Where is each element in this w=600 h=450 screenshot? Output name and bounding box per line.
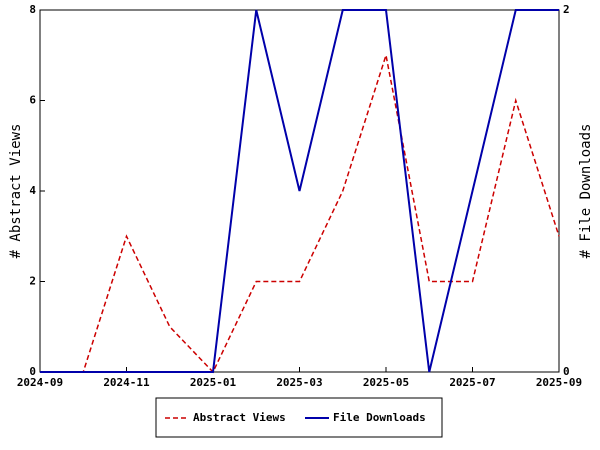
y-tick-label: 2 [29,275,36,288]
series-line [40,9,559,373]
x-tick-label: 2024-09 [17,376,63,389]
x-tick-label: 2025-05 [363,376,409,389]
y-tick-label: 0 [29,365,36,378]
x-tick-label: 2025-07 [449,376,495,389]
series-line [40,55,560,374]
x-tick-label: 2025-01 [190,376,237,389]
x-tick-label: 2025-09 [536,376,582,389]
y-tick-label: 6 [29,94,36,107]
y2-tick-label: 0 [563,365,570,378]
x-tick-label: 2024-11 [103,376,150,389]
legend-box [155,397,443,438]
x-tick-label: 2025-03 [276,376,322,389]
y-tick-label: 4 [29,184,36,197]
legend-label: File Downloads [333,411,426,424]
legend-label: Abstract Views [193,411,286,424]
y2-axis-label: # File Downloads [578,124,594,259]
y2-tick-label: 2 [563,3,570,16]
y-tick-label: 8 [29,3,36,16]
y-axis-label: # Abstract Views [8,124,24,259]
